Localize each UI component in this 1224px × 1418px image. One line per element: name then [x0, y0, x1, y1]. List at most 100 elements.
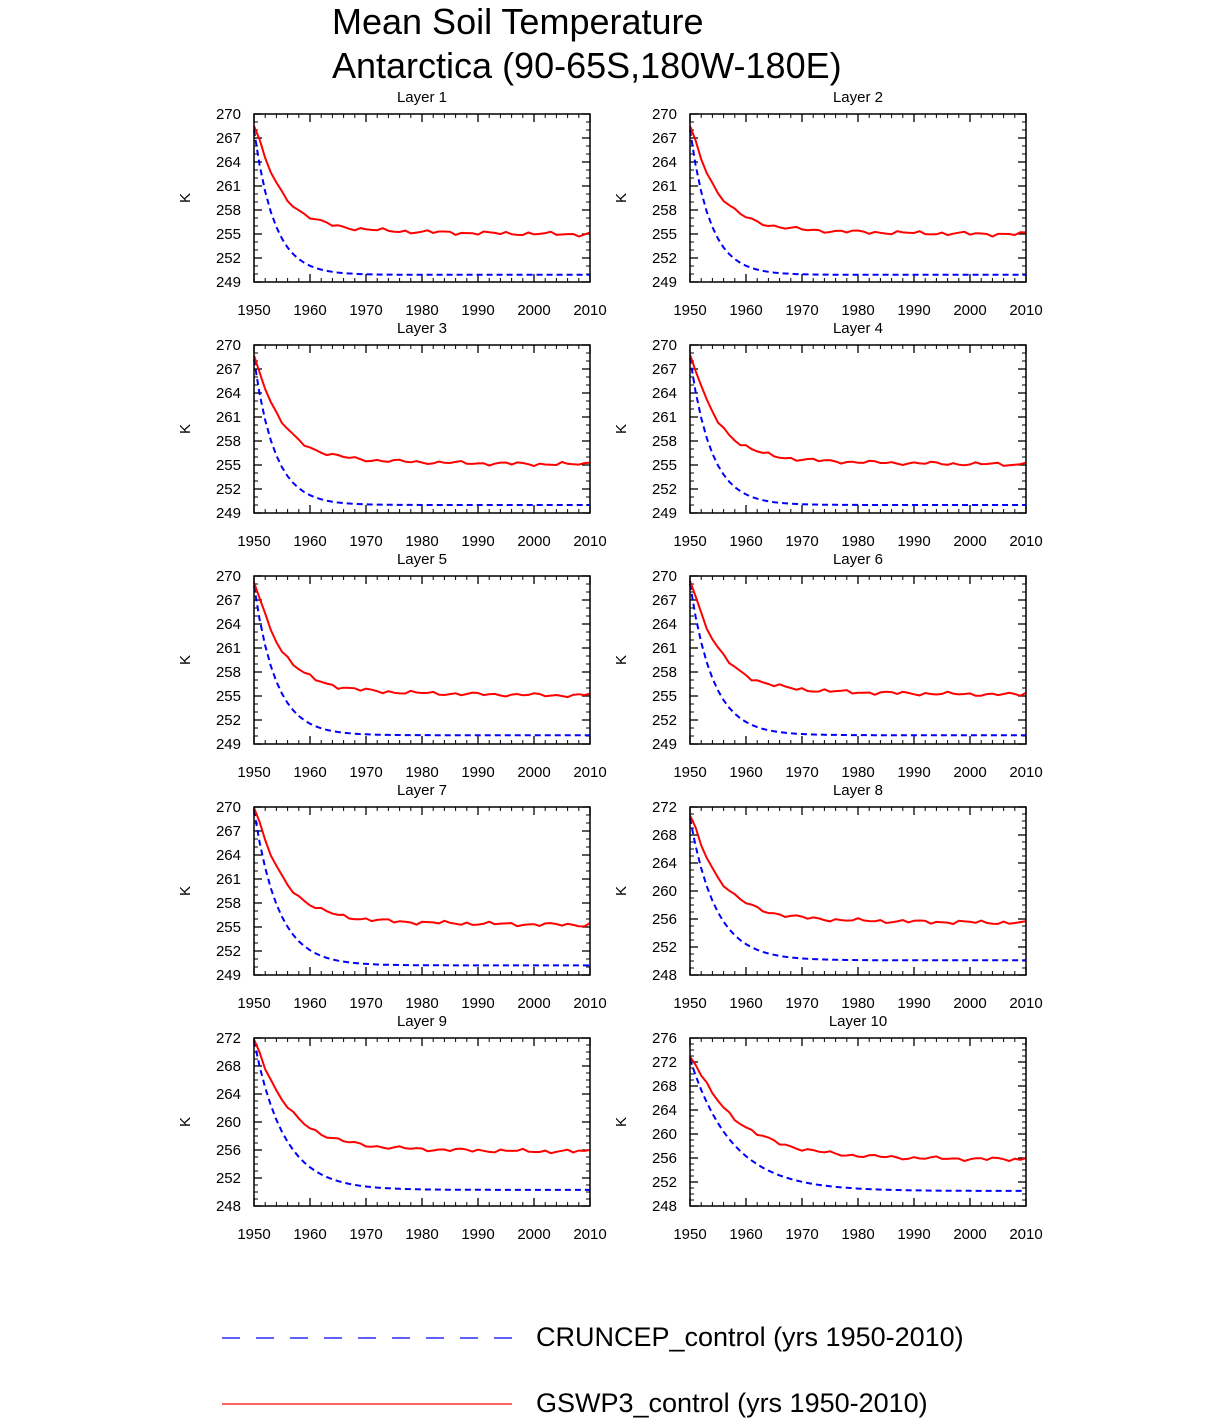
y-tick-label: 270: [652, 568, 677, 585]
y-tick-label: 267: [216, 823, 241, 840]
x-tick-label: 1950: [673, 1226, 706, 1243]
x-tick-label: 1990: [897, 995, 930, 1012]
y-tick-label: 264: [652, 855, 677, 872]
plot-frame: [689, 806, 1027, 976]
y-tick-label: 261: [652, 640, 677, 657]
y-axis-label: K: [613, 1117, 630, 1127]
y-tick-label: 276: [652, 1030, 677, 1047]
y-tick-label: 252: [216, 250, 241, 267]
y-tick-label: 252: [652, 1174, 677, 1191]
x-tick-label: 1950: [237, 533, 270, 550]
x-tick-label: 1980: [405, 764, 438, 781]
y-tick-label: 270: [216, 106, 241, 123]
plot-frame: [253, 806, 591, 976]
series-cruncep-line: [253, 359, 590, 506]
x-tick-label: 1950: [673, 995, 706, 1012]
figure-title-line-2: Antarctica (90-65S,180W-180E): [332, 45, 842, 86]
y-tick-label: 258: [652, 664, 677, 681]
y-tick-label: 256: [216, 1142, 241, 1159]
y-tick-label: 264: [652, 385, 677, 402]
y-axis-label: K: [177, 655, 194, 665]
y-tick-label: 261: [216, 640, 241, 657]
series-cruncep-line: [689, 129, 1026, 276]
x-tick-label: 1950: [673, 764, 706, 781]
x-tick-label: 1990: [461, 302, 494, 319]
x-tick-label: 2010: [1009, 764, 1042, 781]
x-tick-label: 1990: [897, 533, 930, 550]
series-cruncep-line: [253, 1040, 590, 1191]
x-tick-label: 1970: [785, 1226, 818, 1243]
plot-frame: [689, 575, 1027, 745]
y-tick-label: 248: [652, 1198, 677, 1215]
x-tick-label: 1970: [349, 302, 382, 319]
x-tick-label: 1950: [237, 995, 270, 1012]
x-tick-label: 1990: [461, 764, 494, 781]
y-tick-label: 255: [216, 688, 241, 705]
y-tick-label: 258: [216, 895, 241, 912]
y-tick-label: 261: [216, 871, 241, 888]
plot-frame: [253, 1037, 591, 1207]
y-tick-label: 270: [652, 106, 677, 123]
x-tick-label: 1970: [349, 995, 382, 1012]
x-tick-label: 1970: [785, 764, 818, 781]
x-tick-label: 1950: [673, 533, 706, 550]
x-tick-label: 1960: [293, 995, 326, 1012]
x-tick-label: 1970: [785, 533, 818, 550]
plot-frame: [253, 113, 591, 283]
x-tick-label: 1980: [405, 533, 438, 550]
x-tick-label: 1990: [461, 533, 494, 550]
x-tick-label: 2000: [517, 533, 550, 550]
series-gswp3-line: [689, 1056, 1027, 1163]
series-cruncep-line: [689, 1058, 1027, 1192]
y-tick-label: 258: [216, 202, 241, 219]
x-tick-label: 1960: [729, 764, 762, 781]
panel-layer-6: 249 252 255 258 261 264 267 270 1950 1960 1970 1980…: [613, 551, 1043, 781]
y-tick-label: 249: [216, 274, 241, 291]
series-gswp3-line: [253, 1039, 591, 1155]
x-tick-label: 1960: [729, 302, 762, 319]
y-tick-label: 270: [216, 799, 241, 816]
x-tick-label: 2010: [1009, 533, 1042, 550]
x-tick-label: 1960: [293, 764, 326, 781]
x-tick-label: 2000: [953, 302, 986, 319]
panel-layer-3: 249 252 255 258 261 264 267 270 1950 1960 1970 1980…: [177, 320, 607, 550]
y-tick-label: 272: [652, 799, 677, 816]
y-tick-label: 267: [652, 361, 677, 378]
x-tick-label: 1990: [461, 1226, 494, 1243]
panel-title: Layer 5: [397, 551, 447, 568]
y-tick-label: 270: [652, 337, 677, 354]
y-tick-label: 249: [652, 736, 677, 753]
y-tick-label: 264: [652, 154, 677, 171]
y-tick-label: 258: [652, 202, 677, 219]
y-tick-label: 267: [652, 130, 677, 147]
x-tick-label: 1960: [729, 1226, 762, 1243]
y-tick-label: 248: [652, 967, 677, 984]
plot-frame: [689, 1037, 1027, 1207]
x-tick-label: 1950: [237, 764, 270, 781]
y-axis-label: K: [613, 655, 630, 665]
series-gswp3-line: [689, 814, 1027, 926]
panel-title: Layer 3: [397, 320, 447, 337]
y-tick-label: 249: [216, 967, 241, 984]
plot-frame: [689, 113, 1027, 283]
x-tick-label: 2000: [517, 995, 550, 1012]
x-tick-label: 1960: [729, 533, 762, 550]
panel-layer-10: 248 252 256 260 264 268 272 276 1950 1960 1970 1980…: [613, 1013, 1043, 1243]
x-tick-label: 2000: [517, 302, 550, 319]
plot-frame: [253, 575, 591, 745]
y-tick-label: 248: [216, 1198, 241, 1215]
y-tick-label: 255: [652, 226, 677, 243]
y-tick-label: 255: [652, 688, 677, 705]
y-axis-label: K: [613, 424, 630, 434]
x-tick-label: 1990: [897, 764, 930, 781]
y-tick-label: 255: [216, 226, 241, 243]
x-tick-label: 1970: [349, 764, 382, 781]
x-tick-label: 1990: [897, 302, 930, 319]
x-tick-label: 1950: [237, 302, 270, 319]
plot-frame: [689, 344, 1027, 514]
y-tick-label: 260: [652, 883, 677, 900]
y-tick-label: 264: [216, 154, 241, 171]
y-tick-label: 256: [652, 911, 677, 928]
panel-title: Layer 7: [397, 782, 447, 799]
